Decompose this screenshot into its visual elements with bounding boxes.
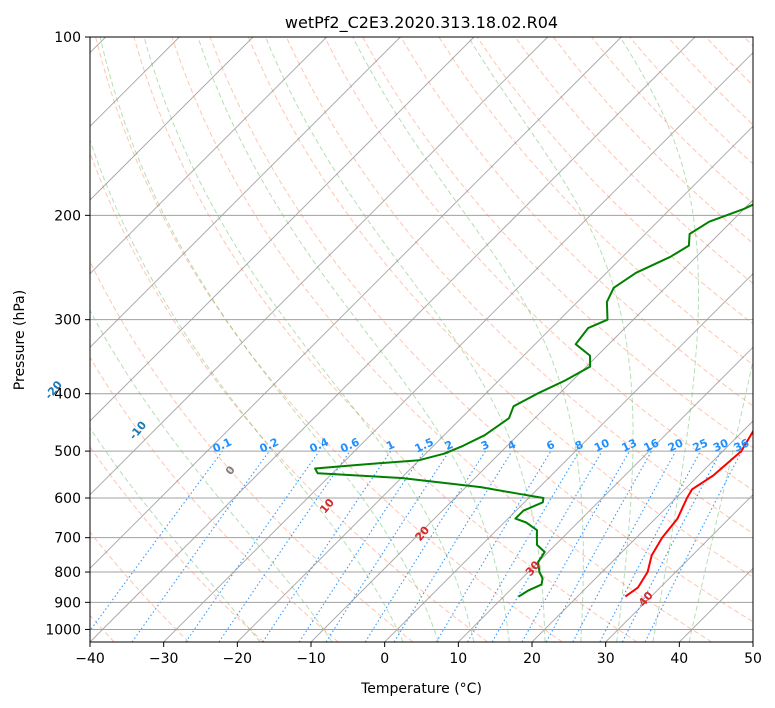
x-axis-label: Temperature (°C): [360, 681, 482, 697]
mixing-ratio-line: [185, 450, 320, 642]
mixing-ratio-label: 10: [592, 436, 612, 454]
mixing-ratio-line: [325, 450, 450, 642]
x-tick-label: 50: [744, 651, 762, 667]
dry-adiabat: [247, 37, 753, 578]
moist-adiabat: [619, 37, 699, 642]
mixing-ratio-label: 13: [620, 436, 639, 454]
dry-adiabat: [90, 531, 190, 642]
moist-adiabat: [90, 138, 404, 642]
temperature-line: [624, 429, 753, 598]
x-tick-label: 30: [597, 651, 615, 667]
moist-adiabat: [265, 37, 546, 642]
y-tick-label: 600: [54, 491, 81, 507]
isotherm: [90, 37, 401, 349]
moist-adiabat: [197, 37, 510, 642]
y-tick-label: 500: [54, 444, 81, 460]
mixing-ratio-label: 20: [666, 436, 686, 454]
y-tick-label: 200: [54, 208, 81, 224]
y-tick-label: 700: [54, 531, 81, 547]
dry-adiabat: [90, 151, 488, 642]
dry-adiabat: [438, 37, 753, 366]
dewpoint-line: [314, 203, 753, 598]
isotherm: [90, 37, 549, 496]
dry-adiabat: [90, 445, 264, 642]
axis-ticks: −40 −30 −20 −10 0 10 20 30 40 50 1000 900 800 700 600 5…: [45, 30, 762, 667]
x-tick-label: −20: [223, 651, 253, 667]
isotherm: [90, 37, 622, 570]
x-tick-label: 20: [523, 651, 541, 667]
dry-adiabat: [90, 356, 339, 642]
x-tick-label: −30: [149, 651, 179, 667]
chart-title: wetPf2_C2E3.2020.313.18.02.R04: [285, 13, 558, 33]
dry-adiabat: [324, 37, 753, 491]
y-tick-label: 100: [54, 30, 81, 46]
mixing-ratio-label: 16: [642, 436, 662, 454]
background-lines: [90, 37, 753, 642]
moist-adiabat: [90, 309, 333, 642]
y-tick-label: 300: [54, 313, 81, 329]
isotherm: [163, 51, 753, 642]
mixing-ratio-line: [393, 450, 513, 642]
mixing-ratio-line: [572, 450, 677, 642]
mixing-ratio-label: 36: [732, 436, 752, 454]
y-tick-label: 400: [54, 387, 81, 403]
x-tick-label: 40: [670, 651, 688, 667]
moist-adiabat: [99, 37, 439, 642]
mixing-ratio-label: 25: [691, 436, 710, 454]
mixing-ratio-line: [298, 450, 425, 642]
y-tick-label: 800: [54, 565, 81, 581]
moist-adiabat: [688, 358, 753, 642]
dry-adiabat: [133, 37, 638, 642]
dry-adiabat: [400, 37, 753, 407]
isotherm: [457, 346, 753, 642]
mixing-ratio-line: [521, 450, 630, 642]
isotherm: [531, 420, 753, 642]
dry-adiabat: [209, 37, 753, 623]
x-tick-label: 10: [449, 651, 467, 667]
mixing-ratio-line: [262, 450, 392, 642]
dry-adiabat: [514, 37, 753, 285]
isotherm: [384, 272, 753, 642]
dry-adiabat: [95, 37, 563, 642]
isotherm: [310, 199, 753, 642]
series-layer: [314, 203, 753, 598]
y-tick-label: 1000: [45, 622, 81, 638]
mixing-ratio-label: 30: [711, 436, 731, 454]
isotherm: [90, 37, 254, 201]
isotherm: [236, 125, 753, 642]
isotherm: [90, 37, 475, 422]
mixing-ratio-line: [90, 450, 223, 632]
mixing-ratio-line: [218, 450, 351, 642]
y-axis-label: Pressure (hPa): [12, 290, 28, 390]
isotherm: [90, 37, 696, 642]
mixing-ratio-line: [131, 450, 270, 642]
isotherm: [90, 37, 328, 275]
moist-adiabat: [143, 37, 475, 642]
plot-frame: [89, 36, 754, 643]
mixing-ratio-line: [545, 450, 653, 642]
x-tick-label: −10: [296, 651, 326, 667]
mixing-ratio-line: [644, 450, 743, 642]
isotherm: [605, 493, 753, 642]
x-tick-label: −40: [75, 651, 105, 667]
x-tick-label: 0: [380, 651, 389, 667]
y-tick-label: 900: [54, 595, 81, 611]
dry-adiabat: [362, 37, 753, 449]
dry-adiabat: [171, 37, 712, 642]
moist-adiabat: [467, 37, 634, 642]
